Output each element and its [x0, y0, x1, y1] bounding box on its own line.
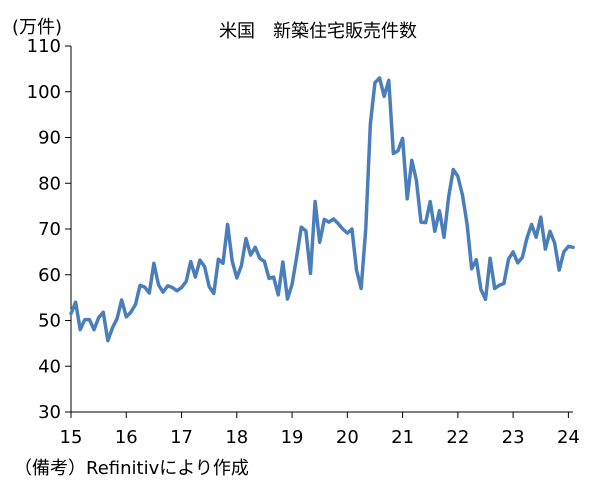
x-tick-label: 18: [225, 427, 248, 448]
y-unit-label: (万件): [12, 17, 62, 38]
x-tick-label: 22: [446, 427, 469, 448]
y-tick-label: 70: [38, 219, 61, 240]
x-tick-label: 17: [170, 427, 193, 448]
y-tick-label: 30: [38, 402, 61, 423]
y-tick-label: 60: [38, 265, 61, 286]
x-tick-label: 20: [336, 427, 359, 448]
x-tick-label: 21: [391, 427, 414, 448]
y-tick-label: 50: [38, 311, 61, 332]
y-tick-label: 90: [38, 128, 61, 149]
series-line: [69, 76, 575, 343]
x-tick-label: 19: [281, 427, 304, 448]
y-ticks: 30 40 50 60 70 80 90 100 110: [27, 36, 71, 423]
y-tick-label: 100: [27, 82, 61, 103]
y-tick-label: 110: [27, 36, 61, 57]
y-tick-label: 40: [38, 356, 61, 377]
source-note: （備考）Refinitivにより作成: [14, 458, 249, 479]
chart-title: 米国 新築住宅販売件数: [219, 21, 417, 42]
x-tick-label: 16: [115, 427, 138, 448]
y-tick-label: 80: [38, 173, 61, 194]
x-ticks: 15 16 17 18 19 20 21 22 23 24: [60, 412, 580, 448]
x-tick-label: 24: [557, 427, 580, 448]
x-tick-label: 15: [60, 427, 83, 448]
x-tick-label: 23: [502, 427, 525, 448]
